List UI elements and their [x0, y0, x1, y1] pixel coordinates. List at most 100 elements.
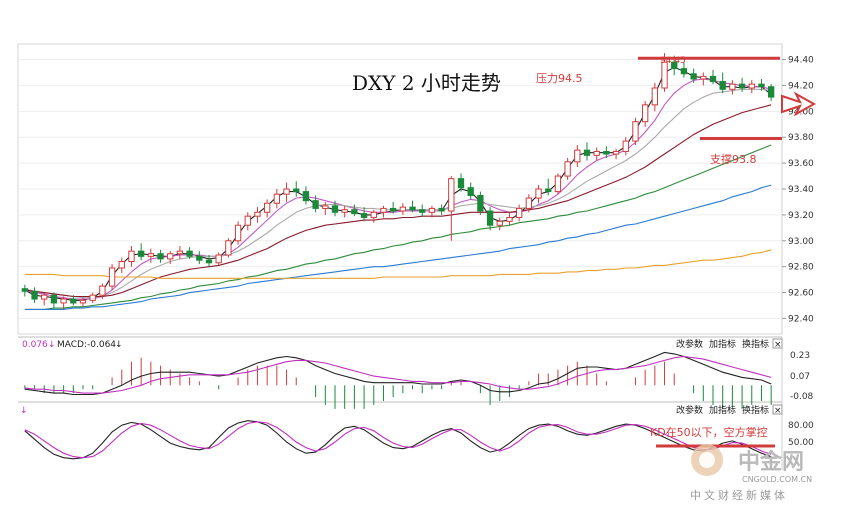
candle-body [31, 290, 38, 300]
candle-body [467, 187, 474, 196]
ma-line-3 [24, 104, 772, 298]
candle-body [244, 215, 251, 226]
candle-body [632, 121, 639, 142]
macd-lines [24, 351, 772, 409]
macd-tick-label: -0.08 [790, 392, 814, 402]
moving-average-lines [24, 66, 772, 310]
candle-body [389, 207, 397, 212]
candle-body [186, 250, 193, 257]
candle-body [477, 194, 484, 212]
candle-body [50, 294, 58, 304]
macd-params-button[interactable]: 改参数 [676, 338, 703, 350]
macd-tick-label: 0.23 [790, 351, 810, 361]
candle-body [196, 255, 203, 261]
macd-header-value: 0.076 [22, 340, 48, 350]
ma-line-2 [24, 88, 772, 299]
candle-body [748, 83, 755, 89]
candle-body [21, 288, 29, 292]
macd-close-icon: × [774, 340, 782, 350]
price-tick-label: 93.00 [788, 237, 814, 247]
kd-lines [24, 420, 772, 460]
macd-down-arrow-icon: ↓ [48, 340, 56, 350]
macd-switch-indicator-button[interactable]: 换指标 [742, 338, 769, 350]
candle-body [118, 261, 125, 269]
candle-body [312, 200, 319, 209]
kd-line-0 [24, 420, 772, 460]
candle-body [293, 188, 300, 193]
kd-close-button[interactable] [772, 404, 783, 415]
candle-body [535, 188, 542, 199]
kd-params-button[interactable]: 改参数 [676, 404, 703, 416]
watermark-domain: CNGOLD.COM.CN [742, 475, 812, 484]
watermark-subtitle: 中文财经新媒体 [690, 488, 788, 502]
candle-body [700, 75, 707, 80]
candle-body [157, 253, 164, 260]
candle-body [302, 191, 310, 202]
candle-body [409, 206, 416, 211]
candle-body [128, 250, 135, 262]
candle-body [70, 298, 77, 304]
price-tick-label: 93.60 [788, 159, 814, 169]
macd-add-indicator-button[interactable]: 加指标 [709, 338, 736, 350]
kd-close-icon: × [774, 406, 782, 416]
macd-close-button[interactable] [772, 338, 783, 349]
kd-annotation: KD在50以下，空方掌控 [650, 425, 768, 439]
candle-body [709, 75, 717, 83]
candle-body [79, 299, 87, 304]
price-tick-label: 92.80 [788, 263, 814, 273]
candle-body [651, 87, 659, 106]
candle-body [254, 211, 261, 217]
candle-body [457, 178, 465, 189]
candle-body [41, 294, 48, 300]
price-tick-label: 93.20 [788, 211, 814, 221]
resistance-label: 压力94.5 [536, 72, 583, 85]
price-tick-label: 92.60 [788, 289, 814, 299]
kd-add-indicator-button[interactable]: 加指标 [709, 404, 736, 416]
ma-line-5 [24, 184, 772, 310]
kd-axis-ticks: 80.00 50.00 [788, 421, 814, 448]
candle-body [564, 161, 571, 177]
price-tick-label: 93.80 [788, 133, 814, 143]
candle-body [729, 83, 736, 90]
macd-header-label: MACD:-0.064 [57, 340, 116, 350]
candle-body [583, 149, 591, 156]
kd-switch-indicator-button[interactable]: 换指标 [742, 404, 769, 416]
candle-body [767, 86, 775, 98]
price-tick-label: 94.40 [788, 56, 814, 66]
candle-body [719, 81, 726, 90]
candle-body [515, 207, 523, 218]
down-arrow-icon [781, 91, 817, 117]
candle-body [525, 197, 533, 209]
watermark-brand: 中金网 [738, 449, 804, 475]
candle-body [215, 254, 222, 264]
price-tick-label: 94.20 [788, 81, 814, 91]
high-price-label: 94.45 [660, 56, 686, 66]
candle-body [603, 150, 610, 155]
candle-body [167, 253, 174, 260]
candle-body [448, 178, 455, 212]
candle-body [758, 83, 765, 88]
kd-tick-label: 80.00 [788, 421, 814, 431]
candle-body [234, 224, 242, 242]
candle-body [690, 73, 697, 80]
candle-body [612, 150, 620, 155]
candle-body [351, 209, 358, 215]
cngold-watermark: 中金网 CNGOLD.COM.CN 中文财经新媒体 [690, 444, 812, 502]
candle-body [137, 250, 145, 257]
candle-body [273, 193, 281, 204]
kd-tick-label: 50.00 [788, 438, 814, 448]
candle-body [641, 104, 649, 123]
candle-body [593, 150, 600, 156]
candle-body [738, 83, 746, 89]
candle-body [622, 140, 629, 152]
candle-body [205, 259, 213, 264]
candle-body [331, 205, 339, 213]
candle-body [263, 202, 271, 213]
candle-body [399, 206, 407, 212]
candle-body [496, 220, 503, 226]
candle-body [108, 267, 116, 287]
cngold-logo-inner-icon [699, 452, 715, 468]
ma-line-1 [24, 78, 772, 300]
candlesticks [21, 53, 775, 310]
candle-body [380, 207, 387, 213]
